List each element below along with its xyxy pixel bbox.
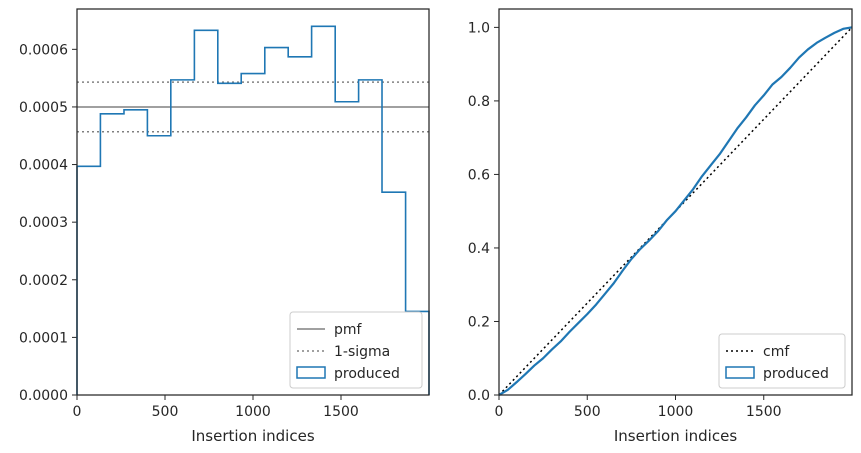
- right-legend-box: [718, 333, 846, 389]
- legend-produced-label: produced: [334, 366, 400, 382]
- left-y-tick-label: 0.0003: [19, 215, 68, 231]
- left-y-tick-label: 0.0004: [19, 158, 68, 174]
- legend-produced-swatch: [296, 366, 326, 379]
- left-legend-box: [289, 311, 423, 389]
- left-y-tick-label: 0.0000: [19, 388, 68, 404]
- cumulative-panel: 0 500 1000 1500 0.0 0.2 0.4 0.6 0.8 1.0 Insertion…: [468, 8, 853, 445]
- left-x-tick-label: 1500: [323, 404, 359, 420]
- produced-cumulative-curve: [498, 26, 853, 396]
- right-y-tick-label: 0.6: [468, 167, 490, 183]
- left-y-tick-label: 0.0006: [19, 42, 68, 58]
- left-y-tick-label: 0.0005: [19, 100, 68, 116]
- right-axes-frame: [498, 8, 853, 396]
- legend-1-sigma-label: 1-sigma: [334, 344, 390, 360]
- legend-pmf-label: pmf: [334, 322, 363, 338]
- right-marks: [498, 26, 853, 396]
- legend-produced-label: produced: [763, 366, 829, 382]
- left-legend: pmf 1-sigma produced: [289, 311, 423, 389]
- legend-produced-swatch: [725, 366, 755, 379]
- left-y-tick-label: 0.0002: [19, 273, 68, 289]
- left-x-tick-label: 500: [152, 404, 179, 420]
- left-x-axis-label: Insertion indices: [191, 427, 314, 445]
- right-x-tick-label: 1000: [658, 404, 694, 420]
- right-y-tick-label: 0.4: [468, 241, 490, 257]
- right-x-tick-label: 1500: [746, 404, 782, 420]
- right-y-tick-label: 0.2: [468, 314, 490, 330]
- right-y-tick-label: 0.0: [468, 388, 490, 404]
- left-ticks: 0 500 1000 1500 0.0000 0.0001 0.0002 0.0003 0.00…: [19, 42, 359, 420]
- histogram-panel: 0 500 1000 1500 0.0000 0.0001 0.0002 0.0003 0.00…: [19, 8, 430, 445]
- left-x-tick-label: 1000: [235, 404, 271, 420]
- right-legend: cmf produced: [718, 333, 846, 389]
- left-x-tick-label: 0: [73, 404, 82, 420]
- right-x-tick-label: 500: [574, 404, 601, 420]
- produced-histogram: [76, 25, 430, 395]
- left-marks: [76, 25, 430, 395]
- left-y-tick-label: 0.0001: [19, 330, 68, 346]
- right-ticks: 0 500 1000 1500 0.0 0.2 0.4 0.6 0.8 1.0: [468, 20, 782, 420]
- left-axes-frame: [76, 8, 430, 396]
- right-y-tick-label: 0.8: [468, 94, 490, 110]
- legend-cmf-label: cmf: [763, 344, 790, 360]
- right-x-tick-label: 0: [495, 404, 504, 420]
- right-x-axis-label: Insertion indices: [614, 427, 737, 445]
- right-y-tick-label: 1.0: [468, 20, 490, 36]
